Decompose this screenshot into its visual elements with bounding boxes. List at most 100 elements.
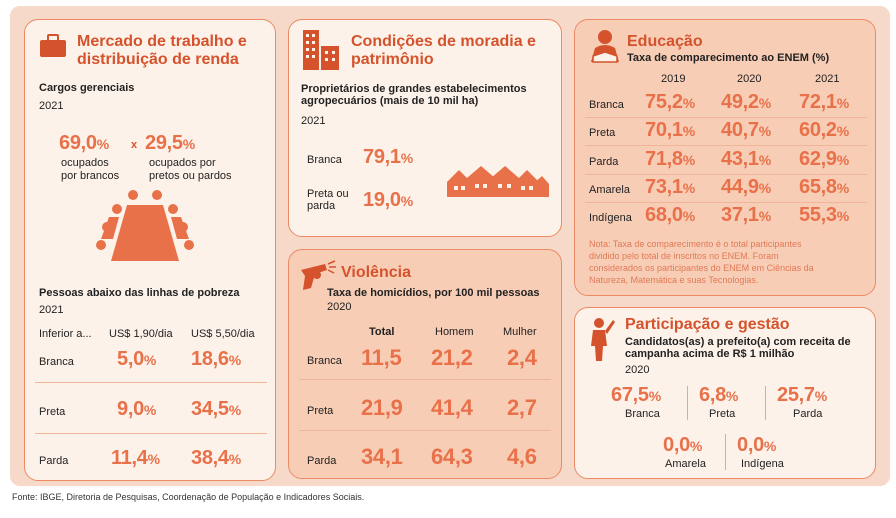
participacao-card: Participação e gestão Candidatos(as) a p…: [574, 307, 876, 479]
source-note: Fonte: IBGE, Diretoria de Pesquisas, Coo…: [12, 492, 365, 502]
pretos-label-1: ocupados por: [149, 157, 216, 169]
participacao-value: 6,8%: [699, 384, 739, 406]
pobreza-col-0: Inferior a...: [39, 328, 92, 340]
participacao-label: Amarela: [665, 458, 706, 470]
educacao-value: 37,1%: [721, 204, 771, 226]
violencia-mulher: 2,7: [507, 395, 537, 420]
row-divider: [585, 174, 867, 175]
student-reading-icon: [591, 30, 619, 63]
participacao-value: 67,5%: [611, 384, 661, 406]
participacao-label: Indígena: [741, 458, 784, 470]
violencia-homem: 21,2: [431, 345, 473, 370]
educacao-year: 2021: [815, 73, 840, 85]
pobreza-col-2: US$ 5,50/dia: [191, 328, 255, 340]
educacao-year: 2020: [737, 73, 762, 85]
brancos-value: 69,0%: [59, 132, 109, 154]
moradia-desc-line1: Proprietários de grandes estabelecimento…: [301, 83, 527, 95]
educacao-note-line4: Natureza, Matemática e suas Tecnologias.: [589, 275, 759, 285]
item-divider: [765, 386, 766, 420]
educacao-value: 49,2%: [721, 91, 771, 113]
participacao-title: Participação e gestão: [625, 316, 790, 333]
moradia-title-line1: Condições de moradia e: [351, 33, 536, 50]
participacao-value: 0,0%: [737, 434, 777, 456]
cargos-year: 2021: [39, 100, 64, 112]
buildings-icon: [303, 30, 339, 70]
educacao-row-label: Parda: [589, 156, 619, 168]
violencia-row-label: Branca: [307, 355, 342, 367]
houses-icon: [447, 166, 549, 197]
participacao-label: Preta: [709, 408, 736, 420]
violencia-col-total: Total: [369, 326, 395, 338]
moradia-title-line2: patrimônio: [351, 51, 434, 68]
educacao-value: 55,3%: [799, 204, 849, 226]
educacao-row-label: Preta: [589, 127, 616, 139]
participacao-label: Parda: [793, 408, 823, 420]
row-divider: [35, 433, 267, 434]
educacao-card: Educação Taxa de comparecimento ao ENEM …: [574, 19, 876, 296]
educacao-title: Educação: [627, 33, 703, 50]
pobreza-row-label: Branca: [39, 356, 74, 368]
moradia-branca-value: 79,1%: [363, 146, 413, 168]
pretos-value: 29,5%: [145, 132, 195, 154]
participacao-desc-line1: Candidatos(as) a prefeito(a) com receita…: [625, 336, 851, 348]
pobreza-value: 9,0%: [117, 398, 157, 420]
times-sign: x: [131, 139, 138, 151]
pobreza-value: 18,6%: [191, 348, 241, 370]
violencia-year: 2020: [327, 301, 352, 313]
moradia-year: 2021: [301, 115, 326, 127]
violencia-homem: 41,4: [431, 395, 473, 420]
educacao-value: 75,2%: [645, 91, 695, 113]
pobreza-value: 38,4%: [191, 447, 241, 469]
educacao-row-label: Amarela: [589, 184, 630, 196]
participacao-label: Branca: [625, 408, 660, 420]
pobreza-col-1: US$ 1,90/dia: [109, 328, 173, 340]
row-divider: [585, 145, 867, 146]
violencia-col-homem: Homem: [435, 326, 474, 338]
educacao-row-label: Branca: [589, 99, 624, 111]
educacao-value: 60,2%: [799, 119, 849, 141]
row-divider: [585, 202, 867, 203]
moradia-preta-label-2: parda: [307, 200, 336, 212]
participacao-desc-line2: campanha acima de R$ 1 milhão: [625, 348, 795, 360]
violencia-row-label: Parda: [307, 455, 337, 467]
violencia-total: 11,5: [361, 345, 402, 370]
brancos-label-1: ocupados: [61, 157, 109, 169]
violencia-title: Violência: [341, 264, 411, 281]
violencia-mulher: 4,6: [507, 444, 537, 469]
moradia-preta-label-1: Preta ou: [307, 188, 349, 200]
violencia-col-mulher: Mulher: [503, 326, 537, 338]
pobreza-row-label: Parda: [39, 455, 69, 467]
educacao-note-line3: considerados os participantes do ENEM em…: [589, 263, 814, 273]
violencia-total: 21,9: [361, 395, 403, 420]
briefcase-icon: [40, 34, 66, 57]
educacao-row-label: Indígena: [589, 212, 632, 224]
educacao-value: 44,9%: [721, 176, 771, 198]
row-divider: [35, 382, 267, 383]
violencia-card: Violência Taxa de homicídios, por 100 mi…: [288, 249, 562, 479]
violencia-total: 34,1: [361, 444, 403, 469]
violencia-desc: Taxa de homicídios, por 100 mil pessoas: [327, 287, 540, 299]
educacao-year: 2019: [661, 73, 686, 85]
item-divider: [725, 434, 726, 470]
moradia-branca-label: Branca: [307, 154, 342, 166]
participacao-value: 25,7%: [777, 384, 827, 406]
pobreza-year: 2021: [39, 304, 64, 316]
mercado-card: Mercado de trabalho e distribuição de re…: [24, 19, 276, 481]
speaker-person-icon: [591, 318, 615, 361]
row-divider: [585, 117, 867, 118]
pobreza-label: Pessoas abaixo das linhas de pobreza: [39, 287, 240, 299]
pobreza-row-label: Preta: [39, 406, 66, 418]
educacao-value: 70,1%: [645, 119, 695, 141]
violencia-homem: 64,3: [431, 444, 473, 469]
educacao-value: 71,8%: [645, 148, 695, 170]
pobreza-value: 11,4%: [111, 447, 160, 469]
row-divider: [299, 379, 551, 380]
row-divider: [299, 430, 551, 431]
educacao-note-line2: dividido pelo total de inscritos no ENEM…: [589, 251, 779, 261]
moradia-preta-value: 19,0%: [363, 189, 413, 211]
pretos-label-2: pretos ou pardos: [149, 170, 232, 182]
violencia-row-label: Preta: [307, 405, 334, 417]
educacao-value: 68,0%: [645, 204, 695, 226]
revolver-icon: [301, 260, 336, 290]
educacao-desc: Taxa de comparecimento ao ENEM (%): [627, 52, 830, 64]
